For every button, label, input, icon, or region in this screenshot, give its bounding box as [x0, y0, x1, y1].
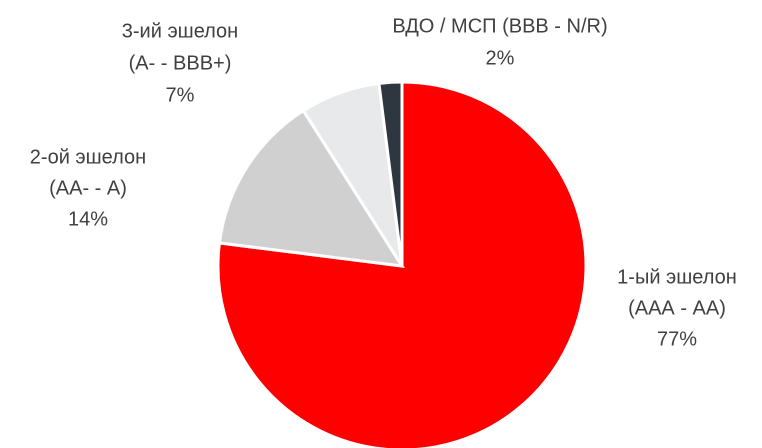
slice-label: (ААА - АА)	[628, 297, 726, 319]
slice-label: ВДО / МСП (BBB - N/R)	[392, 15, 607, 37]
pie-slice	[217, 108, 405, 268]
slice-label: (А- - BBB+)	[129, 52, 232, 74]
slice-label: 1-ый эшелон	[617, 266, 737, 288]
value-label: 2%	[486, 47, 515, 69]
pie-slice	[216, 80, 588, 448]
slice-label: 2-ой эшелон	[30, 146, 146, 168]
slice-label: 3-ий эшелон	[122, 20, 238, 42]
value-label: 14%	[68, 208, 108, 230]
value-label: 77%	[657, 328, 697, 350]
slice-label: (АА- - А)	[49, 177, 127, 199]
pie-slice	[377, 80, 404, 267]
value-label: 7%	[166, 84, 195, 106]
